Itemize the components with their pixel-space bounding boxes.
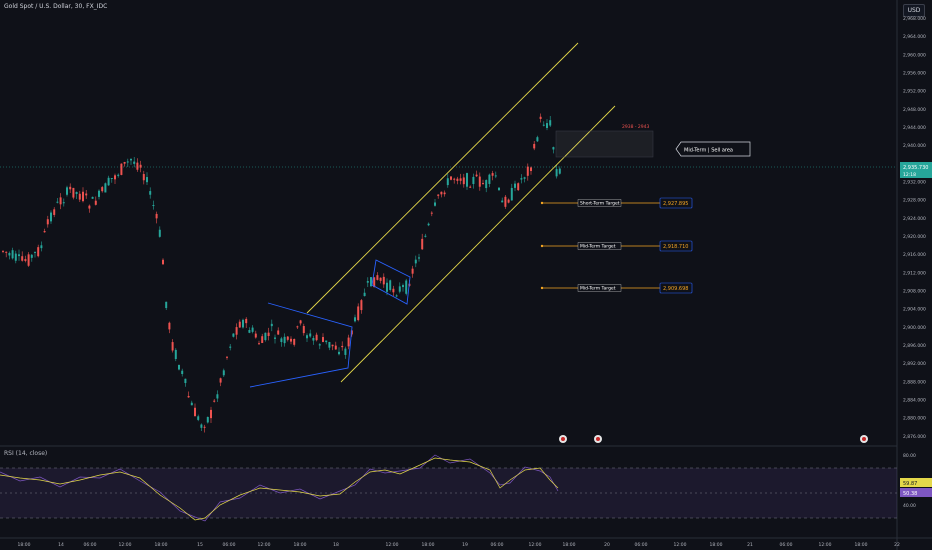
price-axis-label: 2,940.000: [903, 143, 926, 149]
target-label: Mid-Term Target: [580, 244, 616, 250]
sell-area-callout[interactable]: Mid-Term | Sell area: [675, 141, 751, 157]
price-axis-label: 2,960.000: [903, 52, 926, 58]
price-axis-label: 2,948.000: [903, 107, 926, 113]
current-price-badge: [900, 162, 932, 178]
price-axis-label: 2,884.000: [903, 398, 926, 404]
time-axis-label: 14: [58, 542, 64, 548]
price-axis-label: 2,928.000: [903, 198, 926, 204]
rsi-ma-badge: [900, 478, 932, 487]
channel-upper-line[interactable]: [306, 42, 579, 314]
price-axis-label: 2,904.000: [903, 307, 926, 313]
price-axis-label: 2,956.000: [903, 71, 926, 77]
time-axis-label: 12:00: [258, 542, 271, 548]
current-price-value: 2,935.730: [903, 165, 928, 171]
time-axis-label: 22: [894, 542, 900, 548]
time-axis-label: 15: [197, 542, 203, 548]
sell-zone-box[interactable]: [555, 130, 654, 158]
price-axis-label: 2,916.000: [903, 252, 926, 258]
target-line[interactable]: Mid-Term Target 2,918.710: [540, 240, 693, 252]
time-axis-label: 18:00: [155, 542, 168, 548]
price-axis-label: 2,952.000: [903, 89, 926, 95]
price-axis-label: 2,924.000: [903, 216, 926, 222]
sell-area-label: Mid-Term | Sell area: [684, 148, 733, 154]
price-axis-label: 2,932.000: [903, 180, 926, 186]
target-label: Mid-Term Target: [580, 286, 616, 292]
rsi-ma-value: 59.87: [903, 481, 917, 487]
target-label: Short-Term Target: [580, 201, 620, 207]
time-axis-label: 06:00: [223, 542, 236, 548]
time-axis[interactable]: 18:00 14 06:00 12:00 18:00 15 06:00 12:00 18:00 1…: [18, 542, 900, 548]
time-axis-label: 18:00: [294, 542, 307, 548]
countdown-value: 12:18: [903, 172, 916, 178]
time-axis-label: 20: [604, 542, 610, 548]
symbol-title: Gold Spot / U.S. Dollar, 30, FX_IDC: [4, 3, 108, 10]
target-price: 2,918.710: [663, 244, 688, 250]
flag-pattern[interactable]: [371, 259, 411, 305]
event-marker[interactable]: [559, 435, 567, 443]
time-axis-label: 18:00: [855, 542, 868, 548]
price-axis-label: 2,880.000: [903, 416, 926, 422]
time-axis-label: 06:00: [84, 542, 97, 548]
price-axis-label: 2,908.000: [903, 289, 926, 295]
time-axis-label: 12:00: [819, 542, 832, 548]
rsi-title: RSI (14, close): [4, 450, 48, 457]
target-line[interactable]: Short-Term Target 2,927.895: [540, 197, 693, 209]
price-axis-label: 2,900.000: [903, 325, 926, 331]
price-axis-label: 2,896.000: [903, 343, 926, 349]
target-price: 2,927.895: [663, 201, 688, 207]
rsi-axis-label-40: 40.00: [903, 503, 916, 509]
time-axis-label: 12:00: [119, 542, 132, 548]
time-axis-label: 18:00: [422, 542, 435, 548]
time-axis-label: 21: [747, 542, 753, 548]
rsi-axis-label-80: 80.00: [903, 453, 916, 459]
triangle-pattern[interactable]: [249, 302, 353, 388]
rsi-value: 50.38: [903, 491, 917, 497]
time-axis-label: 12:00: [674, 542, 687, 548]
time-axis-label: 06:00: [491, 542, 504, 548]
time-axis-label: 19: [462, 542, 468, 548]
event-marker[interactable]: [860, 435, 868, 443]
candles-group: [2, 113, 561, 433]
price-axis-label: 2,876.000: [903, 434, 926, 440]
triangle-edge: [250, 303, 268, 387]
price-axis-label: 2,892.000: [903, 361, 926, 367]
time-axis-label: 18:00: [710, 542, 723, 548]
target-line[interactable]: Mid-Term Target 2,909.698: [540, 282, 693, 294]
price-axis[interactable]: 2,968.000 2,964.000 2,960.000 2,956.000 2,95…: [903, 16, 926, 440]
price-axis-label: 2,912.000: [903, 270, 926, 276]
price-axis-label: 2,944.000: [903, 125, 926, 131]
currency-button[interactable]: USD: [903, 4, 925, 17]
targets-group: Short-Term Target 2,927.895 Mid-Term Targe…: [540, 197, 693, 294]
rsi-ma-line: [0, 457, 559, 521]
price-axis-label: 2,920.000: [903, 234, 926, 240]
sell-zone-range: 2938 - 2943: [622, 124, 650, 130]
price-axis-label: 2,888.000: [903, 379, 926, 385]
event-marker[interactable]: [594, 435, 602, 443]
rsi-badge: [900, 488, 932, 497]
price-axis-label: 2,968.000: [903, 16, 926, 22]
rsi-band: [0, 468, 897, 518]
target-price: 2,909.698: [663, 286, 688, 292]
time-axis-label: 06:00: [780, 542, 793, 548]
time-axis-label: 18:00: [18, 542, 31, 548]
time-axis-label: 12:00: [529, 542, 542, 548]
time-axis-label: 12:00: [386, 542, 399, 548]
channel-lower-line[interactable]: [340, 105, 616, 383]
time-axis-label: 18: [333, 542, 339, 548]
time-axis-label: 18:00: [563, 542, 576, 548]
price-axis-label: 2,964.000: [903, 34, 926, 40]
time-axis-label: 06:00: [635, 542, 648, 548]
